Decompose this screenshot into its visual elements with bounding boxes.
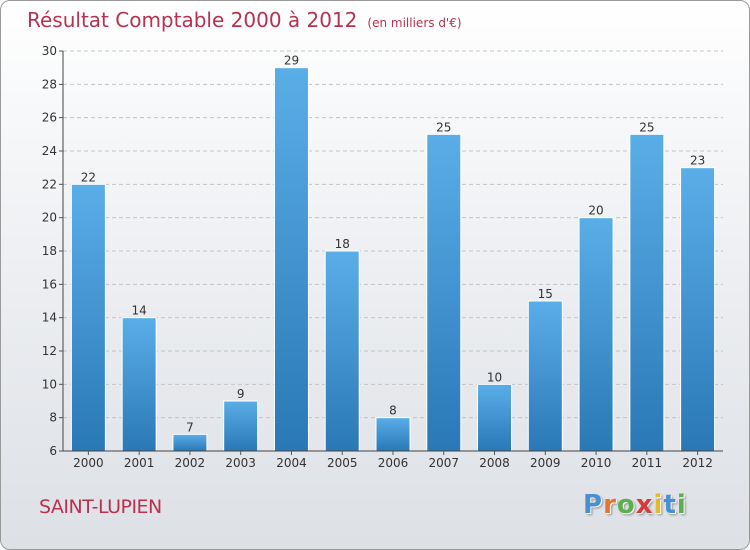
bar-value-label: 18 [335, 237, 350, 251]
bar-2008 [477, 383, 513, 452]
bar-value-label: 8 [389, 404, 397, 418]
chart-title: Résultat Comptable 2000 à 2012 (en millie… [27, 8, 462, 32]
bar-value-label: 25 [639, 120, 654, 134]
y-tick-label: 16 [42, 277, 57, 291]
bar-value-label: 7 [186, 420, 194, 434]
x-tick-label: 2011 [632, 456, 663, 470]
logo-letter: t [663, 490, 677, 520]
x-tick-label: 2000 [73, 456, 104, 470]
y-tick-label: 6 [49, 444, 57, 458]
bar-value-label: 10 [487, 370, 502, 384]
bar-value-label: 22 [81, 170, 96, 184]
chart-title-text: Résultat Comptable 2000 à 2012 [27, 8, 358, 32]
bar-value-label: 14 [132, 304, 147, 318]
y-tick-label: 20 [42, 211, 57, 225]
y-tick-label: 22 [42, 177, 57, 191]
logo-letter: i [653, 490, 664, 520]
chart-subtitle: (en milliers d'€) [367, 16, 462, 30]
bar-2004 [273, 67, 309, 452]
y-tick-label: 26 [42, 111, 57, 125]
logo-letter: i [676, 490, 687, 520]
x-tick-label: 2009 [530, 456, 561, 470]
x-tick-label: 2004 [276, 456, 307, 470]
y-tick-label: 10 [42, 377, 57, 391]
bar-value-label: 15 [538, 287, 553, 301]
y-tick-label: 30 [42, 44, 57, 58]
x-tick-label: 2012 [682, 456, 713, 470]
bar-2001 [121, 317, 157, 452]
bar-2011 [629, 133, 665, 452]
y-tick-label: 24 [42, 144, 57, 158]
logo-letter: r [603, 490, 617, 520]
x-tick-label: 2001 [124, 456, 155, 470]
x-tick-label: 2008 [479, 456, 510, 470]
y-tick-label: 8 [49, 411, 57, 425]
logo-letter: x [635, 490, 654, 520]
bar-value-label: 29 [284, 54, 299, 68]
bar-value-label: 20 [588, 204, 603, 218]
y-tick-label: 12 [42, 344, 57, 358]
bar-value-label: 23 [690, 154, 705, 168]
bar-2010 [578, 217, 614, 452]
bar-2012 [680, 167, 716, 452]
x-tick-label: 2007 [428, 456, 459, 470]
bar-2006 [375, 417, 411, 452]
y-tick-label: 14 [42, 311, 57, 325]
axes: 6 8 10 12 14 16 18 20 22 24 26 28 30 2000 2001 2002 2003… [42, 44, 723, 470]
bar-2009 [527, 300, 563, 452]
logo-letter: P [583, 490, 604, 520]
y-tick-label: 28 [42, 77, 57, 91]
bar-2005 [324, 250, 360, 452]
proxiti-logo[interactable]: Proxiti [583, 490, 687, 520]
bar-2002 [172, 433, 208, 452]
bar-2000 [70, 183, 106, 452]
x-tick-label: 2003 [225, 456, 256, 470]
y-tick-label: 18 [42, 244, 57, 258]
logo-letter: o [616, 490, 636, 520]
x-tick-label: 2005 [327, 456, 358, 470]
x-tick-label: 2002 [175, 456, 206, 470]
x-tick-label: 2006 [378, 456, 409, 470]
commune-name: SAINT-LUPIEN [39, 496, 162, 518]
bar-2003 [223, 400, 259, 452]
grid-lines [63, 50, 723, 419]
x-tick-label: 2010 [581, 456, 612, 470]
bar-2007 [426, 133, 462, 452]
bar-value-label: 25 [436, 120, 451, 134]
bars: 22 14 7 9 29 18 8 25 10 15 20 25 23 [70, 54, 716, 452]
bar-value-label: 9 [237, 387, 245, 401]
